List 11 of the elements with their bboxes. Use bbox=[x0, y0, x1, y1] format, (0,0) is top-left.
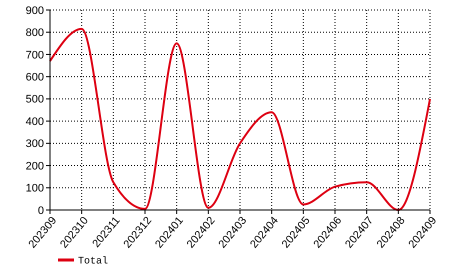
y-tick-label: 800 bbox=[26, 27, 44, 40]
y-tick-label: 400 bbox=[26, 116, 44, 128]
y-tick-label: 0 bbox=[38, 204, 44, 217]
y-tick-label: 300 bbox=[26, 138, 44, 150]
y-tick-label: 700 bbox=[26, 49, 44, 62]
y-tick-label: 600 bbox=[26, 72, 44, 84]
y-tick-label: 200 bbox=[26, 160, 44, 172]
y-tick-label: 500 bbox=[26, 94, 44, 106]
legend-label: Total bbox=[78, 256, 108, 268]
y-tick-label: 100 bbox=[26, 182, 44, 195]
y-tick-label: 900 bbox=[26, 4, 44, 17]
